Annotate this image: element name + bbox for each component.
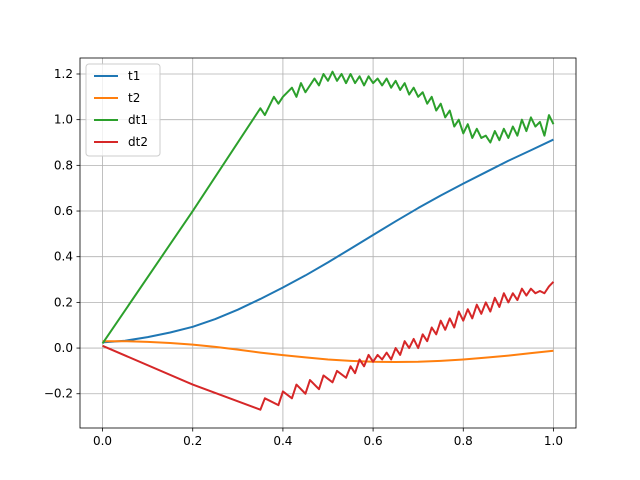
- y-tick-label: 0.2: [54, 295, 73, 309]
- y-tick-label: 0.6: [54, 204, 73, 218]
- x-tick-label: 0.6: [364, 434, 383, 448]
- series-line-t1: [102, 138, 554, 344]
- legend: t1 t2 dt1 dt2: [85, 63, 161, 157]
- y-tick-label: 1.2: [54, 67, 73, 81]
- y-tick-label: 0.0: [54, 341, 73, 355]
- series-line-dt2: [102, 281, 555, 411]
- y-tick-label: 1.0: [54, 113, 73, 127]
- x-tick-label: 0.8: [454, 434, 473, 448]
- series-layer: [101, 70, 555, 411]
- x-tick-label: 0.0: [93, 434, 112, 448]
- y-tick-label: −0.2: [44, 387, 73, 401]
- axis-ticks: 0.0 0.2 0.4 0.6 0.8 1.0 −0.2 0.0 0.2 0.4 0.6 0.8 1.0…: [44, 67, 563, 448]
- series-line-t2: [102, 340, 554, 363]
- legend-label-t2: t2: [128, 91, 140, 105]
- y-tick-label: 0.4: [54, 250, 73, 264]
- legend-label-dt2: dt2: [128, 135, 148, 149]
- legend-label-dt1: dt1: [128, 113, 148, 127]
- x-tick-label: 0.4: [273, 434, 292, 448]
- legend-box: [85, 63, 161, 157]
- plot-frame: [79, 57, 577, 429]
- y-tick-label: 0.8: [54, 158, 73, 172]
- legend-label-t1: t1: [128, 69, 140, 83]
- x-tick-label: 0.2: [183, 434, 202, 448]
- series-line-dt1: [101, 70, 555, 345]
- grid: [80, 58, 576, 428]
- x-tick-label: 1.0: [544, 434, 563, 448]
